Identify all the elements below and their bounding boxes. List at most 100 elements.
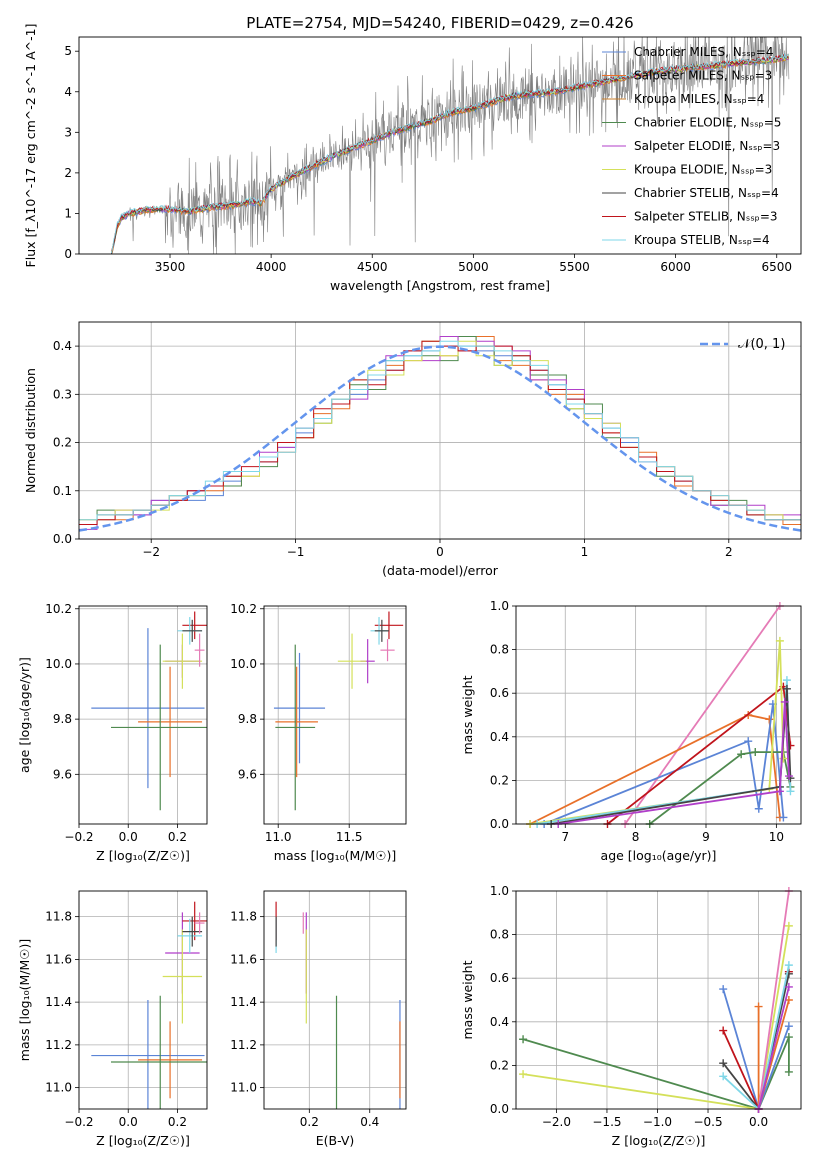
- weight-marker: [744, 737, 753, 746]
- model-spectrum-kroupa_miles: [111, 55, 789, 254]
- weight-line: [522, 1036, 790, 1109]
- model-spectrum-salpeter_miles: [111, 56, 789, 254]
- x-tick-label: 0.4: [360, 1115, 379, 1129]
- weight-line: [522, 925, 790, 1109]
- y-tick-label: 1.0: [490, 599, 509, 613]
- x-tick-label: 0.2: [168, 830, 187, 844]
- x-tick-label: 4500: [357, 260, 388, 274]
- y-tick-label: 9.6: [53, 767, 72, 781]
- weight-marker: [775, 636, 784, 645]
- weight-marker: [779, 754, 788, 763]
- weight-marker: [519, 1035, 528, 1044]
- y-tick-label: 10.0: [45, 657, 72, 671]
- weight-marker: [782, 684, 791, 693]
- axes-frame: [515, 890, 802, 1110]
- x-axis-label: mass [log₁₀(M/M☉)]: [274, 848, 396, 863]
- x-tick-label: 5000: [458, 260, 489, 274]
- weight-line: [757, 986, 790, 1109]
- y-tick-label: 0.4: [53, 339, 72, 353]
- x-tick-label: 6500: [761, 260, 792, 274]
- weight-marker: [519, 1070, 528, 1079]
- model-spectrum-salpeter_stelib: [111, 54, 789, 252]
- x-tick-label: 7: [561, 830, 569, 844]
- x-tick-label: 0: [436, 545, 444, 559]
- x-tick-label: 0.0: [749, 1115, 768, 1129]
- legend-label: Salpeter ELODIE, Nₛₛₚ=3: [634, 139, 780, 153]
- weight-line: [558, 701, 790, 824]
- y-tick-label: 9.8: [53, 712, 72, 726]
- y-axis-label: Normed distribution: [23, 368, 38, 493]
- weight-line: [529, 714, 781, 824]
- y-tick-label: 11.4: [230, 995, 257, 1009]
- x-tick-label: −0.2: [64, 1115, 93, 1129]
- weight-line: [757, 999, 790, 1109]
- z_vs_age-panel: −0.2 0.0 0.2 9.6 9.8 10.0 10.2 Z [log₁₀(Z/Z☉)] a…: [17, 602, 208, 863]
- weight-line: [722, 971, 790, 1109]
- model-spectrum-chabrier_miles: [111, 57, 789, 254]
- x-tick-label: 8: [632, 830, 640, 844]
- weight-marker: [775, 787, 784, 796]
- weight-marker: [737, 750, 746, 759]
- legend-label: Kroupa MILES, Nₛₛₚ=4: [634, 92, 764, 106]
- model-spectrum-chabrier_stelib: [111, 54, 789, 254]
- spectrum-legend: Chabrier MILES, Nₛₛₚ=4 Salpeter MILES, Nₛ…: [602, 45, 781, 247]
- x-tick-label: −0.2: [64, 830, 93, 844]
- x-tick-label: −2.0: [542, 1115, 571, 1129]
- y-tick-label: 11.2: [230, 1038, 257, 1052]
- x-tick-label: 2: [725, 545, 733, 559]
- legend-label: Chabrier STELIB, Nₛₛₚ=4: [634, 186, 779, 200]
- weight-line: [624, 606, 781, 824]
- model-spectrum-chabrier_elodie: [111, 55, 789, 254]
- weight-marker: [779, 813, 788, 822]
- y-tick-label: 0.8: [490, 928, 509, 942]
- y-tick-label: 0.1: [53, 484, 72, 498]
- y-tick-label: 0.4: [490, 1015, 509, 1029]
- x-tick-label: 4000: [256, 260, 287, 274]
- y-axis-label: mass weight: [460, 675, 475, 754]
- weight-marker: [785, 772, 794, 781]
- age_weight-panel: 7 8 9 10 0.0 0.2 0.4 0.6 0.8 1.0 age [log₁₀(age/yr…: [460, 599, 802, 863]
- z_weight-panel: −2.0 −1.5 −1.0 −0.5 0.0 0.0 0.2 0.4 0.6 0.8 1.0 Z […: [460, 884, 802, 1148]
- x-tick-label: 0.0: [119, 1115, 138, 1129]
- weight-line: [722, 964, 790, 1109]
- y-tick-label: 11.0: [45, 1081, 72, 1095]
- weight-marker: [784, 982, 793, 991]
- x-tick-label: −1: [287, 545, 305, 559]
- y-tick-label: 11.2: [45, 1038, 72, 1052]
- x-tick-label: 0.2: [168, 1115, 187, 1129]
- legend-label: Kroupa ELODIE, Nₛₛₚ=3: [634, 163, 772, 177]
- y-tick-label: 9.8: [238, 712, 257, 726]
- x-tick-label: 10: [769, 830, 784, 844]
- y-axis-label: mass weight: [460, 960, 475, 1039]
- y-tick-label: 0: [64, 247, 72, 261]
- weight-line: [722, 973, 790, 1109]
- legend-label: Salpeter MILES, Nₛₛₚ=3: [634, 69, 772, 83]
- weight-marker: [719, 1026, 728, 1035]
- weight-line: [722, 988, 790, 1109]
- y-tick-label: 2: [64, 166, 72, 180]
- legend-label: Chabrier MILES, Nₛₛₚ=4: [634, 45, 774, 59]
- weight-line: [757, 891, 790, 1109]
- legend-label: Salpeter STELIB, Nₛₛₚ=3: [634, 210, 778, 224]
- x-tick-label: 1: [581, 545, 589, 559]
- weight-marker: [719, 1072, 728, 1081]
- y-tick-label: 11.6: [45, 952, 72, 966]
- weight-marker: [780, 697, 789, 706]
- x-tick-label: 11.5: [336, 830, 363, 844]
- x-tick-label: 6000: [660, 260, 691, 274]
- y-tick-label: 4: [64, 85, 72, 99]
- weight-marker: [784, 1022, 793, 1031]
- axes-frame: [263, 890, 407, 1110]
- weight-marker: [765, 715, 774, 724]
- axes-frame: [78, 890, 208, 1110]
- y-tick-label: 0.0: [490, 1102, 509, 1116]
- y-tick-label: 0.2: [490, 773, 509, 787]
- weight-marker: [754, 1002, 763, 1011]
- x-axis-label: E(B-V): [316, 1133, 355, 1148]
- legend-label: Kroupa STELIB, Nₛₛₚ=4: [634, 233, 770, 247]
- model-spectrum-salpeter_elodie: [111, 56, 789, 254]
- weight-marker: [786, 787, 795, 796]
- axes-frame: [515, 605, 802, 825]
- y-tick-label: 0.3: [53, 387, 72, 401]
